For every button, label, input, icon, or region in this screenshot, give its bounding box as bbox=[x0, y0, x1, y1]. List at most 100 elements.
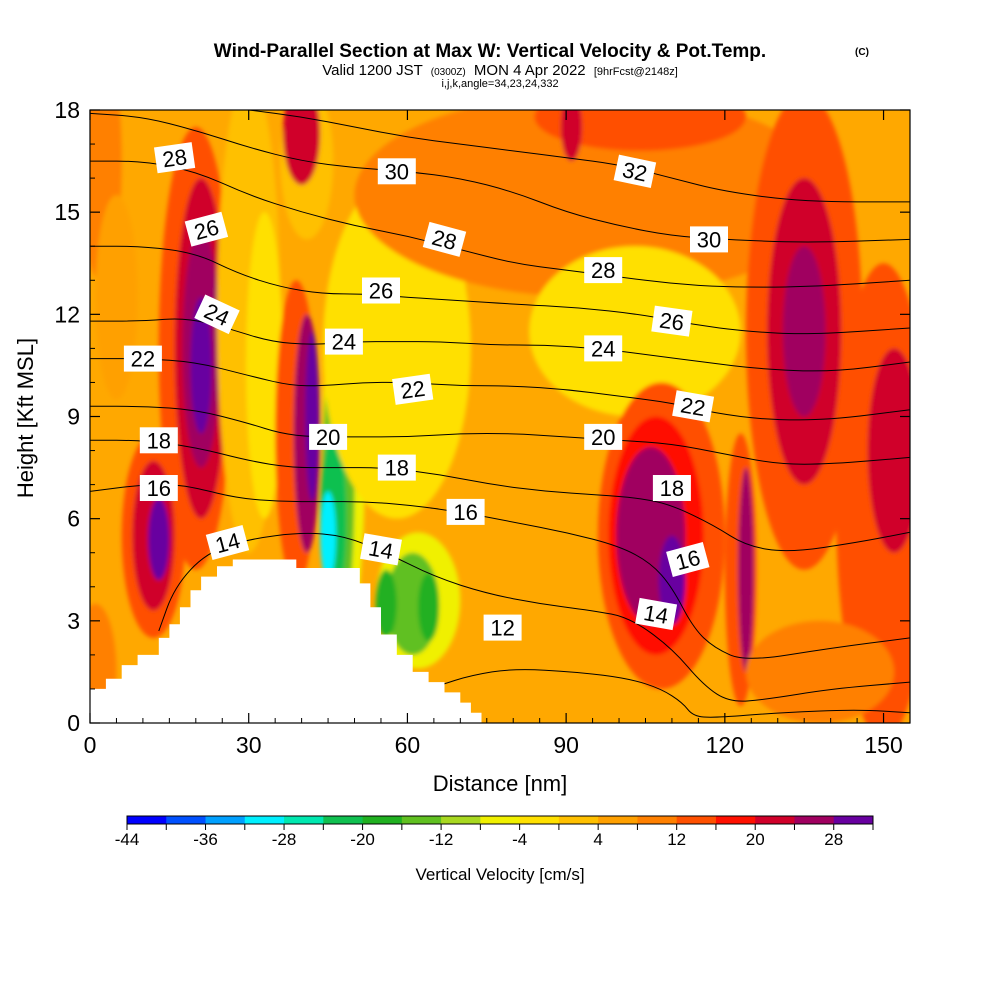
subtitle-valid: Valid 1200 JST bbox=[322, 62, 422, 79]
isentrope-label: 20 bbox=[584, 423, 623, 450]
label-box bbox=[377, 454, 416, 481]
isentrope-26 bbox=[90, 245, 910, 335]
isentrope-label: 24 bbox=[584, 335, 623, 362]
y-tick-label: 12 bbox=[54, 301, 80, 327]
label-box bbox=[635, 597, 678, 631]
isentrope-label: 18 bbox=[139, 427, 178, 454]
isentrope-label-text: 18 bbox=[385, 456, 409, 481]
isentrope-label: 12 bbox=[483, 614, 522, 641]
colorbar-tick-label: 12 bbox=[667, 830, 686, 849]
colorbar-tick-label: 28 bbox=[824, 830, 843, 849]
label-box bbox=[194, 294, 240, 335]
label-box bbox=[613, 154, 657, 188]
isentrope-label: 24 bbox=[324, 328, 363, 355]
isentrope-20 bbox=[90, 405, 910, 465]
colorbar-swatch bbox=[401, 816, 442, 824]
colorbar-tick-label: -4 bbox=[512, 830, 527, 849]
isentrope-label: 26 bbox=[184, 211, 229, 247]
isentrope-label: 22 bbox=[123, 345, 162, 372]
colorbar-swatch bbox=[558, 816, 599, 824]
isentrope-label: 28 bbox=[422, 221, 467, 257]
isentrope-label-text: 14 bbox=[642, 600, 670, 629]
y-axis-label: Height [Kft MSL] bbox=[13, 338, 38, 498]
isentrope-label-text: 26 bbox=[369, 279, 393, 304]
label-box bbox=[360, 533, 402, 566]
chart-title-mark: (C) bbox=[855, 47, 869, 58]
y-tick-label: 6 bbox=[67, 506, 80, 532]
colorbar-tick-label: -28 bbox=[272, 830, 297, 849]
colorbar-swatch bbox=[323, 816, 364, 824]
isentrope-label: 22 bbox=[392, 373, 434, 405]
label-box bbox=[139, 427, 178, 454]
colorbar-swatch bbox=[244, 816, 285, 824]
velocity-cell bbox=[738, 467, 754, 672]
colorbar-frame bbox=[126, 815, 874, 825]
velocity-cell bbox=[867, 348, 910, 553]
isentrope-label: 32 bbox=[613, 154, 657, 188]
label-box bbox=[690, 226, 728, 253]
y-tick-label: 0 bbox=[67, 710, 80, 736]
colorbar-label: Vertical Velocity [cm/s] bbox=[415, 865, 584, 884]
x-axis-label: Distance [nm] bbox=[433, 771, 568, 796]
isentrope-label: 28 bbox=[584, 257, 623, 284]
isentrope-label: 18 bbox=[652, 475, 691, 501]
label-box bbox=[446, 498, 485, 525]
isentrope-22 bbox=[90, 358, 910, 421]
velocity-cell bbox=[283, 110, 321, 185]
y-tick-label: 9 bbox=[67, 404, 80, 430]
label-box bbox=[377, 158, 416, 185]
label-box bbox=[584, 257, 623, 284]
isentrope-label-text: 20 bbox=[316, 425, 340, 450]
isentrope-label: 22 bbox=[672, 390, 715, 423]
isentrope-label-text: 28 bbox=[161, 144, 189, 172]
isentrope-label: 16 bbox=[446, 498, 485, 525]
chart-title: Wind-Parallel Section at Max W: Vertical… bbox=[214, 41, 766, 62]
isentrope-label: 16 bbox=[666, 542, 710, 577]
x-tick-label: 120 bbox=[706, 732, 744, 758]
label-box bbox=[184, 211, 229, 247]
isentrope-24 bbox=[90, 318, 910, 372]
isentrope-label: 14 bbox=[360, 533, 402, 566]
label-box bbox=[205, 525, 250, 560]
colorbar-tick-label: -20 bbox=[350, 830, 375, 849]
subtitle-date: MON 4 Apr 2022 bbox=[474, 62, 586, 79]
isentrope-label: 28 bbox=[153, 142, 196, 174]
label-box bbox=[584, 423, 623, 450]
colorbar-swatch bbox=[794, 816, 835, 824]
isentrope-label-text: 16 bbox=[147, 476, 171, 501]
y-tick-label: 15 bbox=[54, 199, 80, 225]
colorbar-tick-label: 4 bbox=[593, 830, 602, 849]
isentrope-12 bbox=[439, 669, 910, 718]
isentrope-label-text: 30 bbox=[385, 159, 409, 184]
isentrope-label-text: 18 bbox=[147, 428, 171, 453]
colorbar-tick-label: -12 bbox=[429, 830, 454, 849]
colorbar-swatch bbox=[519, 816, 560, 824]
x-tick-label: 90 bbox=[553, 732, 579, 758]
colorbar-swatch bbox=[441, 816, 481, 824]
velocity-cell bbox=[305, 331, 320, 502]
velocity-cell bbox=[320, 491, 336, 580]
label-box bbox=[584, 335, 623, 362]
velocity-cell bbox=[783, 246, 826, 417]
label-box bbox=[422, 221, 467, 257]
colorbar-swatch bbox=[715, 816, 756, 824]
label-box bbox=[153, 142, 196, 174]
colorbar-swatch bbox=[205, 816, 246, 824]
velocity-cell bbox=[534, 110, 746, 151]
isentrope-label: 18 bbox=[377, 454, 416, 481]
velocity-cell bbox=[246, 212, 284, 519]
isentrope-label-text: 22 bbox=[131, 347, 155, 372]
isentrope-label-text: 30 bbox=[697, 227, 721, 252]
label-box bbox=[666, 542, 710, 577]
isentrope-32 bbox=[248, 110, 910, 203]
isentrope-label: 20 bbox=[309, 423, 348, 450]
isentrope-label-text: 12 bbox=[490, 616, 514, 641]
isentrope-label-text: 22 bbox=[679, 392, 707, 421]
x-tick-label: 150 bbox=[864, 732, 902, 758]
label-box bbox=[123, 345, 162, 372]
subtitle-forecast: [9hrFcst@2148z] bbox=[594, 66, 678, 78]
colorbar: -44 -36 -28 -20 -12 -4 4 12 20 28 bbox=[115, 815, 874, 849]
x-tick-label: 0 bbox=[84, 732, 97, 758]
colorbar-swatch bbox=[284, 816, 324, 824]
